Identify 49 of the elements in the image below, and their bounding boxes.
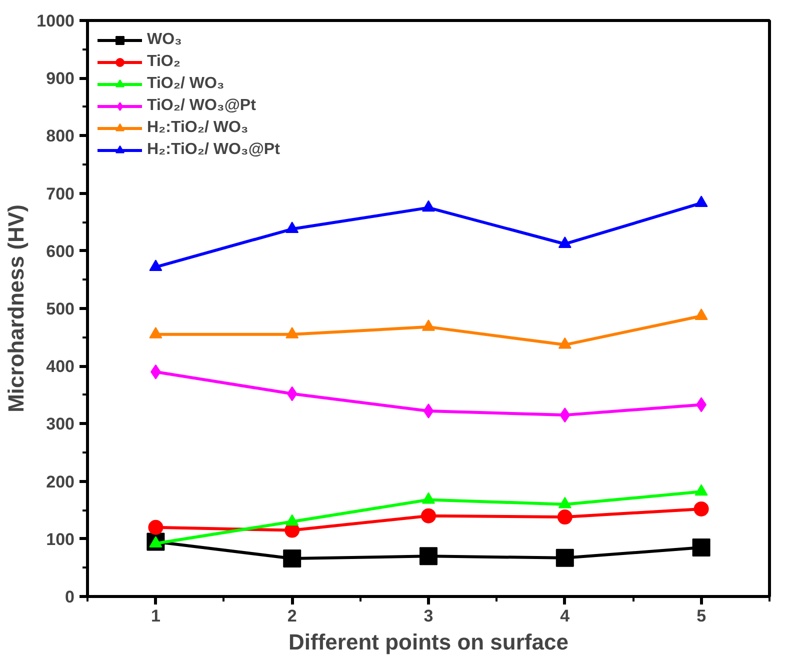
y-tick-label: 600 [46,242,75,261]
legend-label: TiO₂/ WO₃@Pt [147,97,256,115]
y-tick-label: 300 [46,414,75,434]
point [694,196,708,208]
point [557,510,572,524]
x-tick-label: 5 [696,606,706,626]
x-tick-label: 1 [150,606,160,626]
y-tick-label: 100 [46,530,75,549]
point [286,326,299,338]
point [694,308,708,320]
point [692,538,710,557]
y-tick-label: 400 [46,357,75,376]
point [558,236,572,248]
point [422,200,435,212]
point [148,520,164,535]
x-axis-title: Different points on surface [288,630,568,654]
point [560,408,570,423]
point [422,320,435,331]
x-tick-label: 4 [560,606,570,626]
point [420,547,438,566]
legend-label: H₂:TiO₂/ WO₃ [147,119,248,137]
point [694,501,709,516]
point [556,548,574,567]
legend-label: WO₃ [147,31,182,49]
y-tick-label: 200 [46,472,75,492]
x-tick-label: 3 [424,606,434,626]
point [149,260,162,271]
point [421,508,436,524]
y-tick-label: 500 [46,300,75,318]
point [283,549,302,568]
y-tick-label: 0 [65,588,75,606]
y-tick-label: 800 [46,126,75,146]
point [286,222,299,233]
point [423,404,434,419]
legend-label: TiO₂ [147,53,180,71]
point [286,386,298,402]
point [694,484,708,496]
y-tick-label: 1000 [36,12,75,30]
point [558,337,572,349]
point [149,326,162,338]
point [286,514,299,526]
y-tick-label: 700 [46,184,75,204]
point [422,492,435,504]
legend-label: H₂:TiO₂/ WO₃@Pt [147,141,280,159]
y-tick-label: 900 [46,69,75,88]
y-axis-title: Microhardness (HV) [4,204,29,412]
x-tick-label: 2 [287,606,297,626]
legend-label: TiO₂/ WO₃ [147,75,224,93]
point [558,496,572,508]
